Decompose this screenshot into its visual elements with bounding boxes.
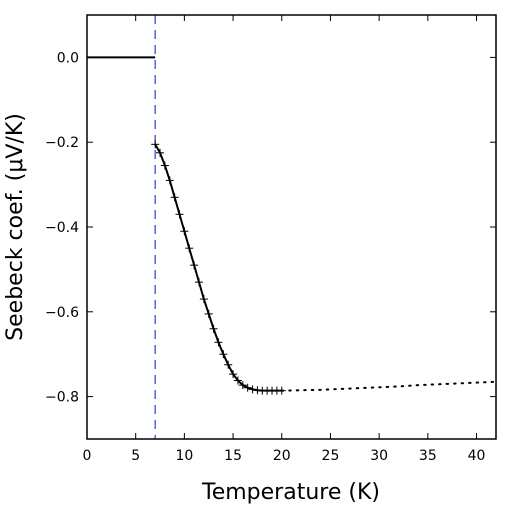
data-point xyxy=(165,176,174,185)
data-point xyxy=(238,381,247,390)
data-point xyxy=(180,227,189,236)
y-tick-label: 0.0 xyxy=(57,50,79,66)
data-point xyxy=(204,309,213,318)
y-tick-label: −0.6 xyxy=(45,305,79,321)
series-line-3 xyxy=(280,380,497,392)
x-tick-label: 40 xyxy=(468,448,486,464)
y-tick-label: −0.2 xyxy=(45,135,79,151)
x-tick-label: 35 xyxy=(419,448,437,464)
y-axis-label: Seebeck coef. (μV/K) xyxy=(3,113,28,341)
data-point xyxy=(194,278,203,287)
data-point xyxy=(243,383,252,392)
plot-frame xyxy=(86,14,497,440)
x-tick-label: 20 xyxy=(273,448,291,464)
data-point xyxy=(199,295,208,304)
data-point xyxy=(175,210,184,219)
data-point xyxy=(151,140,160,149)
data-point xyxy=(185,244,194,253)
y-tick-label: −0.4 xyxy=(45,220,79,236)
data-point xyxy=(219,350,228,359)
x-axis-label: Temperature (K) xyxy=(201,480,380,505)
data-point xyxy=(233,376,242,385)
data-point xyxy=(229,370,238,379)
series-line-2 xyxy=(154,143,282,392)
data-point xyxy=(160,161,169,170)
x-tick-label: 10 xyxy=(175,448,193,464)
data-point xyxy=(214,338,223,347)
data-point xyxy=(248,385,257,394)
data-point xyxy=(156,148,165,157)
data-point xyxy=(170,193,179,202)
x-tick-label: 5 xyxy=(131,448,140,464)
data-point xyxy=(209,324,218,333)
data-point xyxy=(190,261,199,270)
x-tick-label: 0 xyxy=(83,448,92,464)
x-tick-label: 30 xyxy=(370,448,388,464)
x-tick-label: 15 xyxy=(224,448,242,464)
x-tick-label: 25 xyxy=(322,448,340,464)
y-tick-label: −0.8 xyxy=(45,390,79,406)
data-point xyxy=(224,360,233,369)
